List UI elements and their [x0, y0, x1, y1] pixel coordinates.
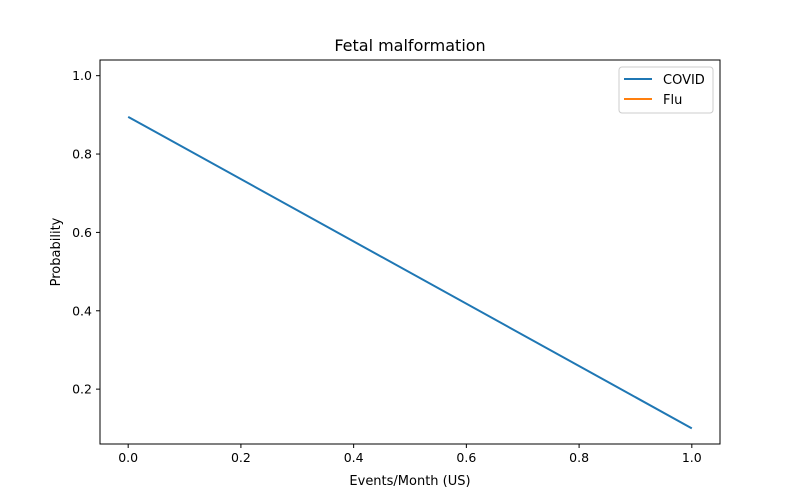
y-tick-label: 0.6 — [72, 225, 92, 240]
x-axis-label: Events/Month (US) — [349, 474, 470, 489]
legend-label-flu: Flu — [663, 93, 682, 108]
legend-label-covid: COVID — [663, 73, 705, 88]
plot-area — [99, 59, 721, 445]
y-axis-label: Probability — [49, 217, 64, 286]
y-tick-label: 1.0 — [72, 68, 92, 83]
chart-title: Fetal malformation — [334, 36, 485, 55]
x-tick-label: 1.0 — [682, 450, 702, 465]
y-tick-label: 0.2 — [72, 382, 92, 397]
x-tick-label: 0.0 — [118, 450, 138, 465]
x-tick-label: 0.4 — [344, 450, 364, 465]
x-tick-label: 0.8 — [569, 450, 589, 465]
y-tick-label: 0.8 — [72, 147, 92, 162]
y-axis: 0.2 0.4 0.6 0.8 1.0 — [72, 68, 100, 397]
series-layer — [127, 115, 693, 430]
x-tick-label: 0.6 — [456, 450, 476, 465]
legend: COVID Flu — [618, 66, 714, 114]
series-line-covid — [127, 115, 693, 430]
x-axis: 0.0 0.2 0.4 0.6 0.8 1.0 — [118, 444, 702, 465]
y-tick-label: 0.4 — [72, 303, 92, 318]
x-tick-label: 0.2 — [231, 450, 251, 465]
